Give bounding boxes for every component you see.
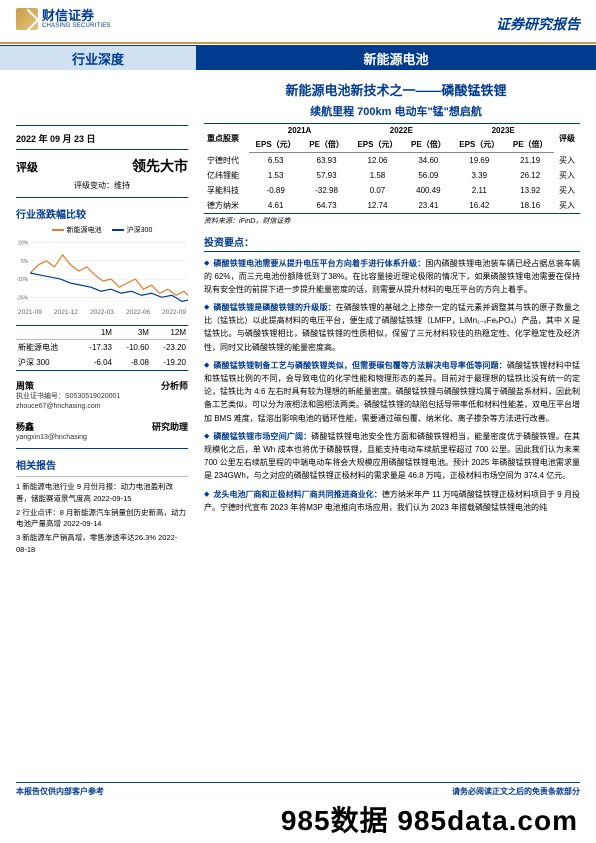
page: 财信证券 CHASING SECURITIES 证券研究报告 行业深度 新能源电…	[0, 0, 596, 843]
related-title: 相关报告	[16, 457, 188, 472]
chart-xaxis: 2021-092021-12 2022-032022-06 2022-09	[16, 309, 188, 316]
chart-title: 行业涨跌幅比较	[16, 206, 188, 221]
related-item: 2 行业点评：8 月新能源汽车销量创历史新高，动力电池产量高增 2022-09-…	[16, 507, 188, 530]
table-row: 宁德时代6.5363.9312.0634.6019.6921.19买入	[204, 153, 580, 168]
investment-point: 磷酸锰铁锂制备工艺与磷酸铁锂类似，但需要碳包覆等方法解决电导率低等问题：磷酸锰铁…	[204, 359, 580, 425]
points-list: 磷酸铁锂电池需要从提升电压平台方向着手进行体系升级：国内磷酸铁锂电池装车辆已经占…	[204, 257, 580, 514]
report-subtitle: 续航里程 700km 电动车"锰"想启航	[206, 103, 586, 119]
analyst-row: 杨鑫 研究助理	[16, 420, 188, 433]
stock-table-source: 资料来源：iFinD，财信证券	[204, 216, 580, 226]
chart-legend: 新能源电池 沪深300	[16, 225, 188, 235]
logo: 财信证券 CHASING SECURITIES	[16, 8, 111, 30]
chart-svg: 20% 5% -10% -25%	[16, 237, 188, 307]
svg-text:-10%: -10%	[16, 277, 28, 283]
gold-rule	[0, 42, 596, 44]
band-right: 新能源电池	[196, 46, 596, 70]
investment-point: 龙头电池厂商和正极材料厂商共同推进商业化：德方纳米年产 11 万吨磷酸锰铁锂正极…	[204, 488, 580, 514]
band-left: 行业深度	[0, 46, 196, 70]
investment-point: 磷酸锰铁锂是磷酸铁锂的升级版：在磷酸铁锂的基础之上掺杂一定的锰元素并调整其与铁的…	[204, 301, 580, 354]
rating-row: 评级 领先大市	[16, 152, 188, 180]
watermark: 985数据 985data.com	[0, 799, 596, 843]
related-item: 1 新能源电池行业 9 月份月报：动力电池盈利改善，储能赛道景气度高 2022-…	[16, 481, 188, 504]
doc-type: 证券研究报告	[496, 14, 580, 34]
table-row: 亿纬锂能1.5357.931.5856.093.3926.12买入	[204, 168, 580, 183]
company-name-en: CHASING SECURITIES	[42, 23, 111, 30]
rating-label: 评级	[16, 159, 38, 175]
footer: 本报告仅供内部客户参考 请务必阅读正文之后的免责条款部分 985数据 985da…	[0, 782, 596, 843]
svg-text:20%: 20%	[18, 241, 29, 247]
related-item: 3 新能源车产销高增，零售渗透率达26.3% 2022-08-18	[16, 532, 188, 555]
svg-text:5%: 5%	[21, 259, 29, 265]
svg-text:-25%: -25%	[16, 295, 28, 301]
performance-table: 1M3M12M 新能源电池 -17.33-10.60-23.20 沪深 300 …	[16, 325, 188, 371]
title-block: 新能源电池新技术之一——磷酸锰铁锂 续航里程 700km 电动车"锰"想启航	[0, 70, 596, 123]
right-column: 重点股票 2021A 2022E 2023E 评级 EPS（元）PE（倍） EP…	[196, 123, 580, 558]
columns: 2022 年 09 月 23 日 评级 领先大市 评级变动：维持 行业涨跌幅比较…	[0, 123, 596, 558]
header: 财信证券 CHASING SECURITIES 证券研究报告	[0, 0, 596, 46]
investment-point: 磷酸锰铁锂市场空间广阔：磷酸锰铁锂电池安全性方面和磷酸铁锂相当，能量密度优于磷酸…	[204, 430, 580, 483]
footer-left: 本报告仅供内部客户参考	[16, 786, 104, 797]
company-name-cn: 财信证券	[42, 9, 111, 23]
logo-icon	[16, 8, 38, 30]
rating-change: 评级变动：维持	[16, 180, 188, 195]
table-row: 新能源电池 -17.33-10.60-23.20	[16, 340, 188, 356]
stock-table: 重点股票 2021A 2022E 2023E 评级 EPS（元）PE（倍） EP…	[204, 123, 580, 214]
table-row: 沪深 300 -6.04-8.08-19.20	[16, 355, 188, 371]
analyst-row: 周策 分析师	[16, 379, 188, 392]
table-row: 德方纳米4.6164.7312.7423.4116.4218.16买入	[204, 198, 580, 214]
category-band: 行业深度 新能源电池	[0, 46, 596, 70]
report-title: 新能源电池新技术之一——磷酸锰铁锂	[206, 80, 586, 99]
footer-right: 请务必阅读正文之后的免责条款部分	[452, 786, 580, 797]
performance-chart: 新能源电池 沪深300 20% 5% -10% -25%	[16, 225, 188, 321]
investment-point: 磷酸铁锂电池需要从提升电压平台方向着手进行体系升级：国内磷酸铁锂电池装车辆已经占…	[204, 257, 580, 297]
rating-value: 领先大市	[132, 156, 188, 176]
table-row: 孚能科技-0.89-32.980.07400.492.1113.92买入	[204, 183, 580, 198]
left-column: 2022 年 09 月 23 日 评级 领先大市 评级变动：维持 行业涨跌幅比较…	[16, 123, 196, 558]
report-date: 2022 年 09 月 23 日	[16, 132, 188, 145]
points-heading: 投资要点：	[204, 234, 580, 252]
